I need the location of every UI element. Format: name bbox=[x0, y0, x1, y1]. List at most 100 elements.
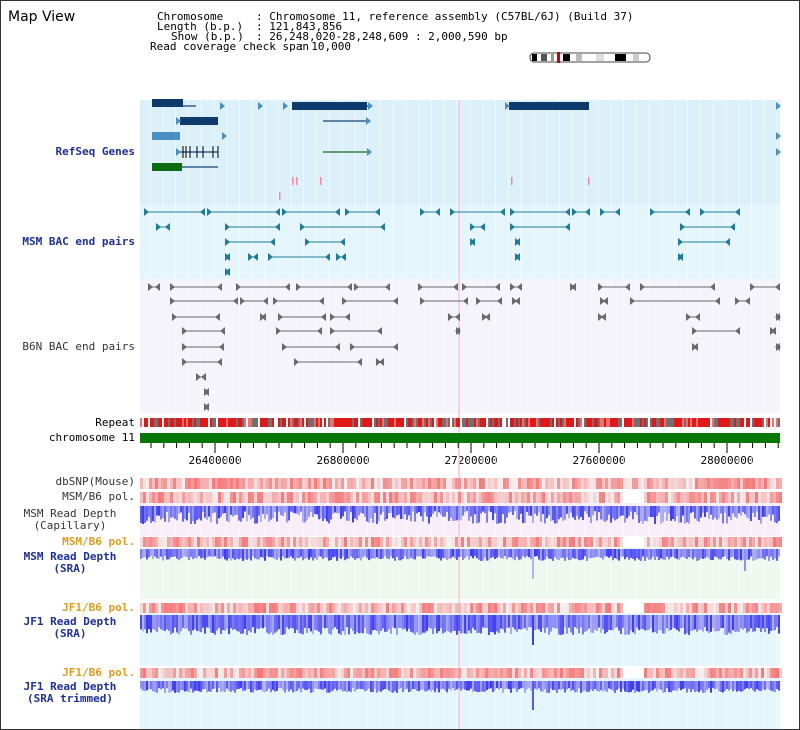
polymorphism-cell bbox=[755, 603, 758, 613]
read-depth-bar bbox=[370, 615, 372, 635]
read-depth-bar bbox=[746, 506, 748, 518]
b6n-bac-end bbox=[321, 313, 326, 321]
read-depth-bar bbox=[370, 681, 372, 693]
read-depth-bar bbox=[578, 681, 580, 689]
track-label-jf1-b6-pol-1[interactable]: JF1/B6 pol. bbox=[62, 601, 135, 614]
read-depth-bar bbox=[366, 681, 368, 691]
track-label-msm-b6-pol-2[interactable]: MSM/B6 pol. bbox=[62, 535, 135, 548]
read-depth-bar bbox=[744, 549, 746, 571]
repeat-segment bbox=[522, 418, 524, 427]
polymorphism-cell bbox=[335, 478, 338, 489]
polymorphism-cell bbox=[314, 537, 317, 547]
polymorphism-cell bbox=[197, 492, 200, 503]
read-depth-bar bbox=[434, 506, 436, 512]
read-depth-bar bbox=[672, 681, 674, 691]
chromosome-ideogram[interactable] bbox=[529, 52, 651, 63]
repeat-segment bbox=[188, 418, 190, 427]
axis-tick-label: 27200000 bbox=[444, 454, 498, 467]
read-depth-bar bbox=[544, 615, 546, 633]
polymorphism-cell bbox=[140, 668, 143, 678]
read-depth-bar bbox=[598, 615, 600, 628]
polymorphism-cell bbox=[572, 668, 575, 678]
read-depth-bar bbox=[408, 549, 410, 560]
repeat-segment bbox=[606, 418, 608, 427]
repeat-segment bbox=[402, 418, 404, 427]
read-depth-bar bbox=[396, 615, 398, 635]
polymorphism-cell bbox=[224, 603, 227, 613]
read-depth-bar bbox=[518, 615, 520, 630]
repeat-segment bbox=[164, 418, 166, 427]
read-depth-bar bbox=[242, 681, 244, 692]
polymorphism-cell bbox=[710, 603, 713, 613]
read-depth-bar bbox=[466, 549, 468, 557]
polymorphism-cell bbox=[716, 603, 719, 613]
polymorphism-cell bbox=[542, 603, 545, 613]
track-label-msm-bac[interactable]: MSM BAC end pairs bbox=[22, 235, 135, 248]
read-depth-bar bbox=[576, 615, 578, 629]
read-depth-bar bbox=[222, 615, 224, 631]
track-label-repeat[interactable]: Repeat bbox=[95, 416, 135, 429]
polymorphism-cell bbox=[626, 603, 629, 613]
read-depth-bar bbox=[708, 615, 710, 634]
read-depth-bar bbox=[554, 506, 556, 524]
repeat-segment bbox=[626, 418, 628, 427]
read-depth-bar bbox=[422, 615, 424, 633]
track-label-b6n-bac[interactable]: B6N BAC end pairs bbox=[22, 340, 135, 353]
refseq-gene bbox=[152, 163, 182, 171]
read-depth-bar bbox=[534, 681, 536, 689]
track-label-msm-depth-cap-1[interactable]: MSM Read Depth bbox=[23, 507, 117, 520]
polymorphism-cell bbox=[722, 603, 725, 613]
refseq-gene bbox=[183, 105, 196, 107]
read-depth-bar bbox=[234, 549, 236, 560]
read-depth-bar bbox=[606, 681, 608, 692]
read-depth-bar bbox=[266, 506, 268, 515]
read-depth-bar bbox=[624, 549, 626, 560]
polymorphism-cell bbox=[539, 478, 542, 489]
repeat-segment bbox=[438, 418, 440, 427]
b6n-bac-end bbox=[376, 358, 381, 366]
read-depth-bar bbox=[388, 549, 390, 560]
polymorphism-cell bbox=[629, 537, 632, 547]
repeat-segment bbox=[660, 418, 662, 427]
track-label-jf1-b6-pol-2[interactable]: JF1/B6 pol. bbox=[62, 666, 135, 679]
repeat-segment bbox=[456, 418, 458, 427]
polymorphism-cell bbox=[779, 537, 782, 547]
read-depth-bar bbox=[210, 681, 212, 692]
track-label-chromosome[interactable]: chromosome 11 bbox=[48, 431, 135, 444]
read-depth-bar bbox=[402, 681, 404, 693]
polymorphism-cell bbox=[149, 492, 152, 503]
read-depth-bar bbox=[432, 549, 434, 557]
polymorphism-cell bbox=[491, 668, 494, 678]
track-label-jf1-depth-trim-1[interactable]: JF1 Read Depth bbox=[23, 680, 117, 693]
b6n-bac-end bbox=[182, 327, 187, 335]
read-depth-bar bbox=[408, 615, 410, 629]
polymorphism-cell bbox=[356, 603, 359, 613]
polymorphism-cell bbox=[314, 603, 317, 613]
read-depth-bar bbox=[318, 506, 320, 520]
read-depth-bar bbox=[662, 506, 664, 523]
polymorphism-cell bbox=[773, 537, 776, 547]
repeat-segment bbox=[288, 418, 290, 427]
msm-bac-end bbox=[480, 223, 485, 231]
repeat-segment bbox=[320, 418, 322, 427]
read-depth-bar bbox=[576, 506, 578, 516]
b6n-bac-end bbox=[771, 327, 776, 335]
read-depth-bar bbox=[206, 549, 208, 558]
track-label-refseq[interactable]: RefSeq Genes bbox=[55, 145, 135, 158]
repeat-segment bbox=[468, 418, 470, 427]
read-depth-bar bbox=[468, 681, 470, 691]
repeat-segment bbox=[632, 418, 634, 427]
track-label-msm-depth-sra-1[interactable]: MSM Read Depth bbox=[23, 550, 117, 563]
read-depth-bar bbox=[172, 549, 174, 557]
track-label-jf1-depth-sra-1[interactable]: JF1 Read Depth bbox=[23, 615, 117, 628]
track-label-msm-b6-pol-1[interactable]: MSM/B6 pol. bbox=[62, 490, 135, 503]
read-depth-bar bbox=[374, 506, 376, 513]
track-label-dbsnp[interactable]: dbSNP(Mouse) bbox=[55, 475, 135, 488]
msm-bac-end bbox=[450, 208, 455, 216]
read-depth-bar bbox=[278, 681, 280, 689]
polymorphism-cell bbox=[353, 478, 356, 489]
polymorphism-cell bbox=[617, 537, 620, 547]
read-depth-bar bbox=[386, 615, 388, 632]
read-depth-bar bbox=[444, 681, 446, 691]
